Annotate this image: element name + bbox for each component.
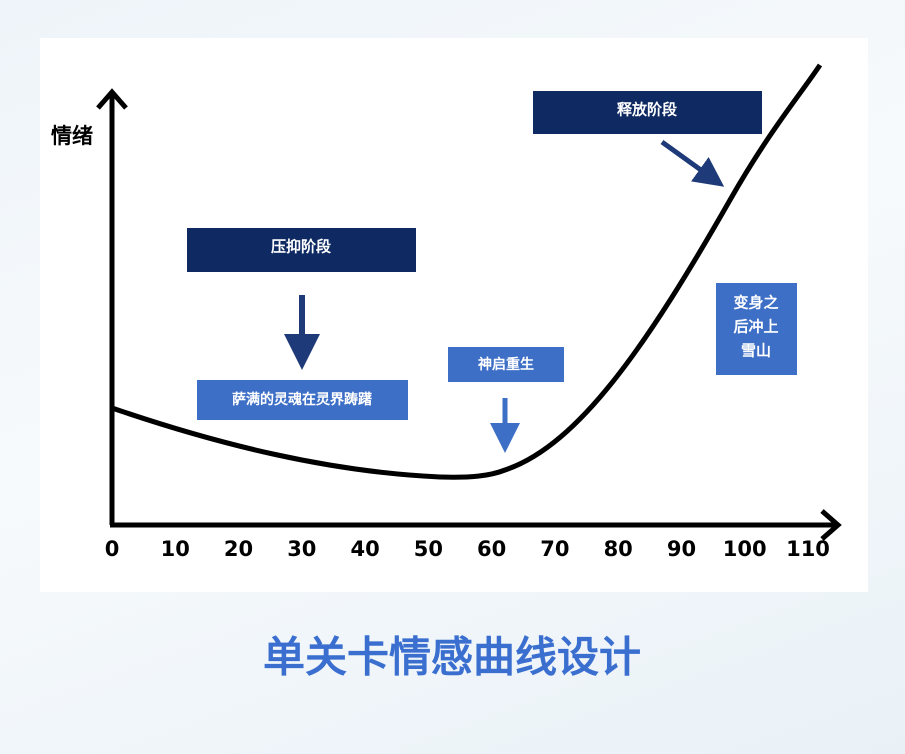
x-tick-label: 40	[350, 537, 379, 561]
stage-label: 压抑阶段	[271, 238, 331, 256]
emotion-curve	[111, 63, 823, 480]
x-tick-label: 100	[723, 537, 767, 561]
x-tick-label: 20	[224, 537, 253, 561]
x-tick-label: 80	[604, 537, 633, 561]
x-tick-labels: 0 10 20 30 40 50 60 70 80 90 100 110	[105, 537, 830, 561]
y-axis-label: 情绪	[51, 124, 93, 148]
stage-label-line: 雪山	[741, 342, 771, 360]
x-tick-label: 50	[414, 537, 443, 561]
x-tick-label: 0	[105, 537, 120, 561]
arrow	[660, 139, 725, 187]
stage-box	[448, 347, 564, 382]
stage-box	[187, 228, 416, 272]
x-tick-label: 30	[287, 537, 316, 561]
x-axis-arrow	[820, 509, 842, 541]
x-tick-label: 70	[540, 537, 569, 561]
x-tick-label: 110	[786, 537, 830, 561]
x-tick-label: 60	[477, 537, 506, 561]
y-axis-arrow	[96, 88, 128, 110]
stage-box	[197, 380, 408, 420]
stage-box	[533, 91, 762, 134]
stage-label-line: 后冲上	[733, 318, 778, 336]
stage-label: 释放阶段	[617, 101, 677, 119]
stage-label: 萨满的灵魂在灵界踌躇	[232, 391, 372, 408]
stage-box	[716, 283, 797, 375]
x-tick-label: 10	[161, 537, 190, 561]
stage-label-line: 变身之	[733, 294, 778, 312]
x-tick-label: 90	[667, 537, 696, 561]
slide-title: 单关卡情感曲线设计	[263, 633, 641, 682]
stage-label: 神启重生	[478, 356, 534, 373]
